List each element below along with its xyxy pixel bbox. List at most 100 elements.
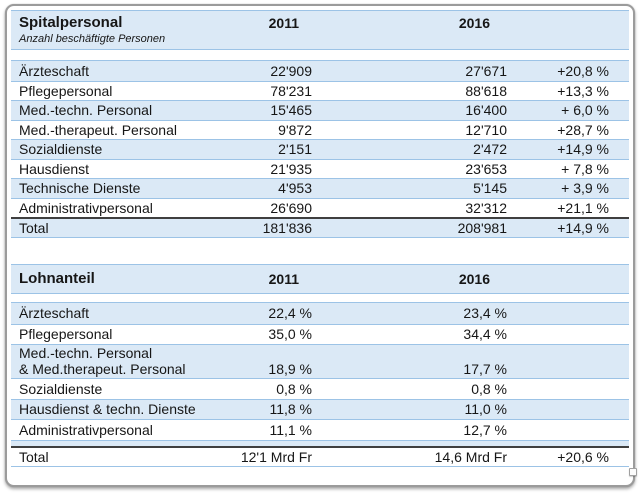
table-spitalpersonal: Spitalpersonal Anzahl beschäftigte Perso…: [11, 10, 629, 238]
row-label: Hausdienst & techn. Dienste: [11, 401, 198, 417]
row-label-line2: & Med.therapeut. Personal: [19, 361, 186, 377]
table2-title: Lohnanteil: [19, 270, 95, 287]
table-row: Pflegepersonal 35,0 % 34,4 %: [11, 323, 629, 344]
row-label-line1: Pflegepersonal: [19, 326, 113, 343]
row-label-line1: Hausdienst & techn. Dienste: [19, 401, 196, 418]
table2-column-header-2016: 2016: [458, 271, 490, 287]
row-value-2016: 34,4 %: [463, 326, 507, 343]
table-row: Ärzteschaft 22'909 27'671 +20,8 %: [11, 61, 629, 81]
row-value-change: [507, 377, 609, 379]
table-row: Administrativpersonal 26'690 32'312 +21,…: [11, 197, 629, 217]
row-label-line1: Administrativpersonal: [19, 421, 153, 438]
table2-spacer-band: [11, 439, 629, 446]
resize-handle[interactable]: [629, 468, 637, 476]
table-lohnanteil: Lohnanteil 2011 2016 Ärzteschaft 22,4 % …: [11, 264, 629, 467]
table1-header-band: Spitalpersonal Anzahl beschäftigte Perso…: [11, 10, 629, 50]
table1-total-2016: 208'981: [457, 220, 507, 236]
table1-subtitle: Anzahl beschäftigte Personen: [19, 33, 166, 45]
table2-header-band: Lohnanteil 2011 2016: [11, 264, 629, 294]
row-value-change: +13,3 %: [557, 82, 609, 99]
row-value-2016: 0,8 %: [471, 380, 507, 397]
row-value-2011: 26'690: [270, 199, 312, 216]
row-label: Sozialdienste: [11, 381, 198, 397]
table-row: Hausdienst 21'935 23'653 + 7,8 %: [11, 158, 629, 178]
row-label: Pflegepersonal: [19, 82, 113, 99]
table1-column-header-2016: 2016: [458, 15, 490, 31]
table1-total-row: Total 181'836 208'981 +14,9 %: [11, 217, 629, 237]
row-value-2011: 15'465: [270, 102, 312, 119]
row-label-line1: Ärzteschaft: [19, 305, 90, 322]
table1-rows: Ärzteschaft 22'909 27'671 +20,8 % Pflege…: [11, 61, 629, 217]
row-value-2016: 12,7 %: [463, 421, 507, 438]
row-value-2016: 2'472: [473, 141, 507, 158]
table2-column-header-2011: 2011: [268, 271, 299, 287]
row-label: Med.-techn. Personal & Med.therapeut. Pe…: [11, 345, 198, 379]
row-value-change: + 7,8 %: [561, 160, 609, 177]
table-row: Administrativpersonal 11,1 % 12,7 %: [11, 419, 629, 440]
table-row: Pflegepersonal 78'231 88'618 +13,3 %: [11, 80, 629, 100]
table2-total-label: Total: [19, 448, 49, 465]
table2-total-change: +20,6 %: [557, 448, 609, 465]
row-label-line1: Sozialdienste: [19, 380, 103, 397]
row-value-2016: 27'671: [465, 62, 507, 79]
row-label: Administrativpersonal: [11, 422, 198, 438]
row-value-change: +20,8 %: [557, 62, 609, 79]
row-label: Pflegepersonal: [11, 326, 198, 342]
row-label: Sozialdienste: [19, 141, 103, 158]
row-value-2016: 17,7 %: [463, 361, 507, 377]
row-pad: [609, 377, 629, 379]
table1-body: Ärzteschaft 22'909 27'671 +20,8 % Pflege…: [11, 60, 629, 238]
row-value-2011: 4'953: [278, 180, 312, 197]
row-value-2011: 22,4 %: [268, 305, 312, 322]
table2-total-2016: 14,6 Mrd Fr: [434, 448, 507, 465]
table-row: Med.-techn. Personal & Med.therapeut. Pe…: [11, 344, 629, 378]
row-value-2011: 2'151: [278, 141, 312, 158]
table1-total-change: +14,9 %: [557, 220, 609, 236]
row-value-2011: 11,8 %: [269, 401, 312, 418]
table-row: Med.-techn. Personal 15'465 16'400 + 6,0…: [11, 100, 629, 120]
row-value-2016: 32'312: [465, 199, 507, 216]
row-label: Technische Dienste: [19, 180, 141, 197]
row-label-line1: Med.-techn. Personal: [19, 345, 153, 361]
row-label: Med.-techn. Personal: [19, 102, 153, 119]
row-label: Administrativpersonal: [19, 199, 153, 216]
table-row: Hausdienst & techn. Dienste 11,8 % 11,0 …: [11, 398, 629, 419]
table-card: Spitalpersonal Anzahl beschäftigte Perso…: [5, 4, 637, 487]
row-value-2011: 21'935: [270, 160, 312, 177]
table1-title-block: Spitalpersonal Anzahl beschäftigte Perso…: [11, 11, 198, 46]
row-value-2016: 23'653: [465, 160, 507, 177]
row-value-2011: 18,9 %: [268, 361, 312, 377]
table1-title: Spitalpersonal: [19, 14, 123, 31]
row-value-change: +21,1 %: [557, 199, 609, 216]
row-value-2016: 5'145: [473, 180, 507, 197]
row-value-2016: 11,0 %: [464, 401, 507, 418]
table-row: Ärzteschaft 22,4 % 23,4 %: [11, 303, 629, 324]
row-value-2011: 35,0 %: [268, 326, 312, 343]
row-label: Ärzteschaft: [19, 62, 90, 79]
row-value-2011: 9'872: [278, 121, 312, 138]
row-label: Hausdienst: [19, 160, 90, 177]
row-value-2016: 12'710: [465, 121, 507, 138]
row-value-change: +28,7 %: [557, 121, 609, 138]
table2-rows: Ärzteschaft 22,4 % 23,4 % Pflegepersonal…: [11, 303, 629, 440]
row-value-2011: 0,8 %: [276, 380, 312, 397]
table-row: Med.-therapeut. Personal 9'872 12'710 +2…: [11, 119, 629, 139]
row-value-2011: 11,1 %: [269, 421, 312, 438]
row-value-2011: 22'909: [270, 62, 312, 79]
row-value-2016: 88'618: [465, 82, 507, 99]
row-value-2011: 78'231: [270, 82, 312, 99]
table1-total-label: Total: [19, 220, 49, 236]
table2-total-2011: 12'1 Mrd Fr: [240, 448, 312, 465]
row-label: Ärzteschaft: [11, 305, 198, 321]
row-value-change: + 3,9 %: [561, 180, 609, 197]
table-row: Sozialdienste 2'151 2'472 +14,9 %: [11, 139, 629, 159]
row-value-change: + 6,0 %: [561, 102, 609, 119]
row-value-change: +14,9 %: [557, 141, 609, 158]
table1-total-2011: 181'836: [262, 220, 312, 236]
table1-column-header-2011: 2011: [268, 15, 299, 31]
table2-total-row: Total 12'1 Mrd Fr 14,6 Mrd Fr +20,6 %: [11, 445, 629, 466]
row-value-2016: 23,4 %: [463, 305, 507, 322]
row-value-2016: 16'400: [465, 102, 507, 119]
table-row: Technische Dienste 4'953 5'145 + 3,9 %: [11, 178, 629, 198]
table-row: Sozialdienste 0,8 % 0,8 %: [11, 378, 629, 399]
